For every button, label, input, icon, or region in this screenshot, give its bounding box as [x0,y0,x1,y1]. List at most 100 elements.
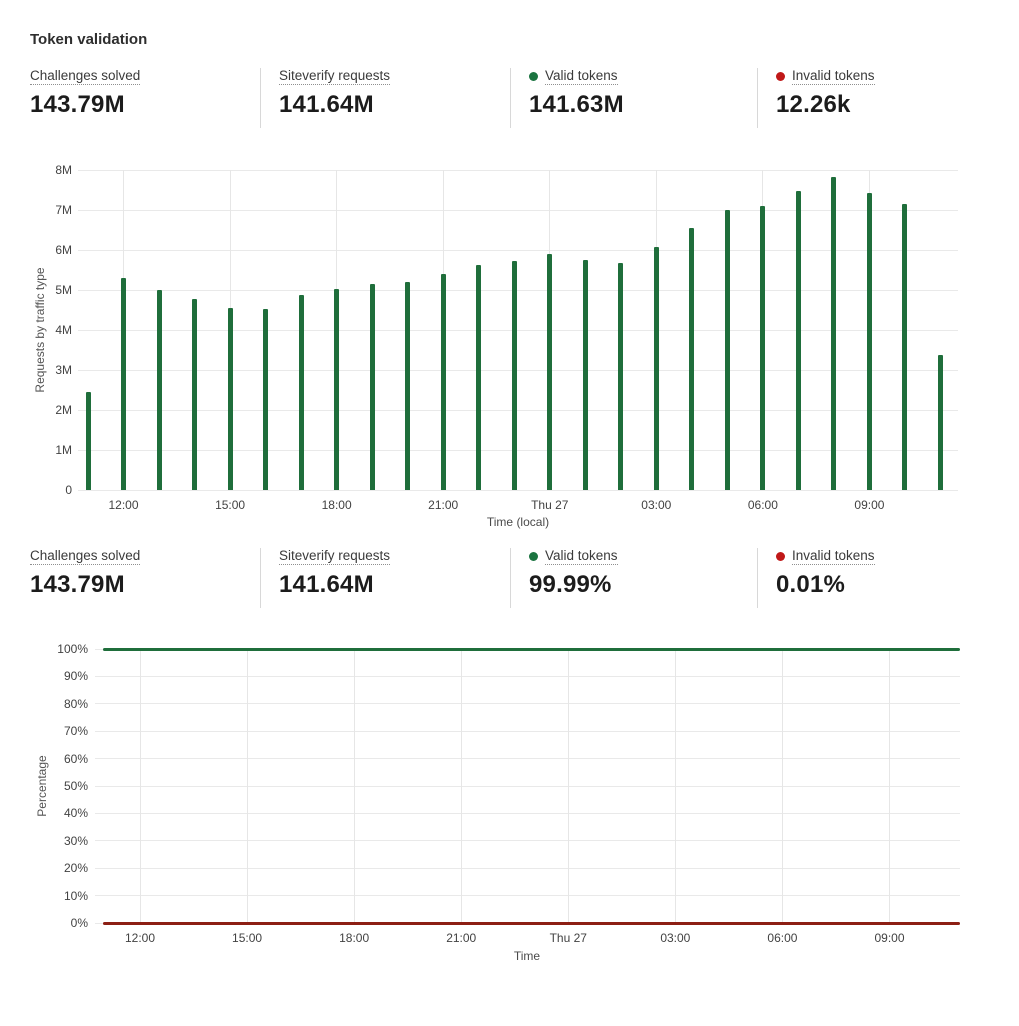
stat-siteverify-requests-2: Siteverify requests 141.64M [260,548,510,608]
grid-line-h [95,840,960,842]
requests-bar[interactable] [227,308,233,490]
requests-bar[interactable] [724,210,730,490]
x-tick-label: 21:00 [428,498,459,512]
requests-bar[interactable] [937,355,943,490]
requests-bar[interactable] [689,227,695,490]
grid-line-v [567,649,569,923]
stat-label-challenges-solved[interactable]: Challenges solved [30,68,141,85]
grid-line-h [95,730,960,732]
stat-label-valid-tokens-pct[interactable]: Valid tokens [545,548,618,565]
grid-line-h [78,449,958,451]
stat-invalid-tokens: Invalid tokens 12.26k [757,68,1007,128]
stat-label-valid-tokens[interactable]: Valid tokens [545,68,618,85]
requests-bar[interactable] [263,308,269,490]
stat-value-challenges-solved: 143.79M [30,91,125,118]
requests-bar[interactable] [85,392,91,490]
stat-value-siteverify-requests: 141.64M [279,91,374,118]
line-chart-x-tick-labels: 12:00 15:00 18:00 21:00 Thu 27 03:00 06:00 09:0… [95,931,960,945]
grid-line-h [78,169,958,171]
stats-row-percentage: Challenges solved 143.79M Siteverify req… [30,548,1007,608]
grid-line-h [78,209,958,211]
stat-label-invalid-tokens[interactable]: Invalid tokens [792,68,875,85]
bar-chart-x-tick-labels: 12:00 15:00 18:00 21:00 Thu 27 03:00 06:00 09:0… [78,498,958,512]
stat-label-siteverify-requests[interactable]: Siteverify requests [279,68,391,85]
valid-tokens-pct-dot-icon [529,552,538,561]
y-tick-label: 6M [55,243,72,257]
requests-bar[interactable] [582,260,588,490]
x-tick-label: Thu 27 [531,498,569,512]
stat-value-challenges-solved-2: 143.79M [30,571,125,598]
y-tick-label: 50% [63,779,88,793]
requests-bar[interactable] [511,261,517,490]
grid-line-h [95,867,960,869]
requests-bar[interactable] [547,254,553,490]
grid-line-v [246,649,248,923]
y-tick-label: 3M [55,363,72,377]
stat-valid-tokens: Valid tokens 141.63M [510,68,757,128]
requests-bar[interactable] [121,278,127,490]
valid-tokens-dot-icon [529,72,538,81]
grid-line-h [95,812,960,814]
x-tick-label: 03:00 [660,931,691,945]
requests-bar[interactable] [795,191,801,490]
bar-chart-plot [78,169,958,491]
requests-bar[interactable] [298,294,304,490]
requests-bar[interactable] [192,298,198,490]
x-tick-label: 21:00 [446,931,477,945]
requests-bar[interactable] [618,262,624,490]
y-tick-label: 1M [55,443,72,457]
grid-line-v [353,649,355,923]
x-tick-label: 09:00 [854,498,885,512]
x-tick-label: 15:00 [232,931,263,945]
grid-line-h [95,675,960,677]
x-tick-label: 15:00 [215,498,246,512]
y-tick-label: 80% [63,696,88,711]
requests-bar[interactable] [902,203,908,490]
stat-label-invalid-tokens-pct[interactable]: Invalid tokens [792,548,875,565]
invalid-tokens-line[interactable] [103,921,960,925]
line-chart-plot [95,647,960,925]
grid-line-v [139,649,141,923]
x-tick-label: 03:00 [641,498,672,512]
grid-line-v [460,649,462,923]
stat-invalid-tokens-pct: Invalid tokens 0.01% [757,548,1007,608]
y-tick-label: 40% [63,806,88,821]
requests-bar[interactable] [156,290,162,490]
grid-line-h [78,409,958,411]
x-tick-label: 12:00 [108,498,139,512]
requests-bar[interactable] [831,177,837,490]
y-tick-label: 100% [57,642,88,656]
requests-bar[interactable] [653,247,659,490]
valid-tokens-line[interactable] [103,647,960,651]
stat-label-challenges-solved-2[interactable]: Challenges solved [30,548,141,565]
y-tick-label: 10% [63,888,88,903]
invalid-tokens-pct-dot-icon [776,552,785,561]
grid-line-h [95,758,960,760]
grid-line-h [78,329,958,331]
grid-line-h [78,489,958,491]
line-chart-y-tick-labels: 0% 10% 20% 30% 40% 50% 60% 70% 80% 90% 100% [0,643,88,929]
x-tick-label: 18:00 [321,498,352,512]
grid-line-v [674,649,676,923]
y-tick-label: 60% [63,751,88,766]
requests-bar[interactable] [866,192,872,490]
requests-bar[interactable] [369,284,375,490]
requests-bar[interactable] [405,282,411,490]
stat-valid-tokens-pct: Valid tokens 99.99% [510,548,757,608]
requests-bar[interactable] [440,274,446,490]
stat-label-siteverify-requests-2[interactable]: Siteverify requests [279,548,391,565]
requests-bar[interactable] [476,264,482,490]
stat-value-valid-tokens-pct: 99.99% [529,571,612,598]
x-tick-label: 09:00 [874,931,905,945]
requests-bar[interactable] [334,289,340,490]
x-tick-label: 06:00 [747,498,778,512]
x-tick-label: Thu 27 [549,931,587,945]
y-tick-label: 5M [55,283,72,297]
y-tick-label: 4M [55,323,72,337]
x-tick-label: 18:00 [339,931,370,945]
stat-value-invalid-tokens: 12.26k [776,91,851,118]
stats-row-requests: Challenges solved 143.79M Siteverify req… [30,68,1007,128]
requests-bar[interactable] [760,206,766,490]
x-tick-label: 06:00 [767,931,798,945]
